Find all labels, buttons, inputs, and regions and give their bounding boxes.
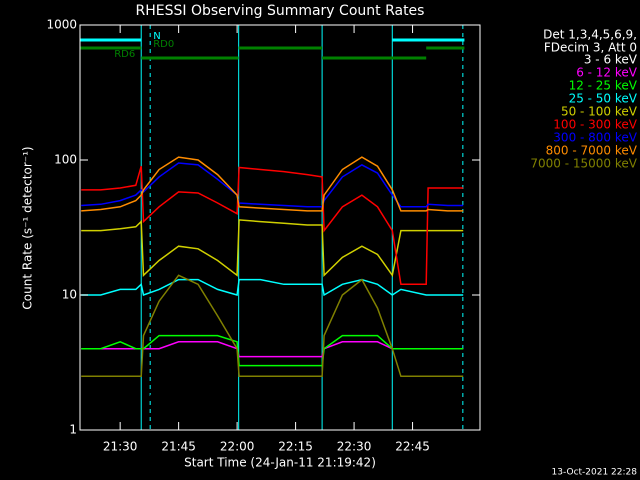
legend-header: FDecim 3, Att 0 — [544, 41, 637, 55]
flag-label: RD6 — [114, 49, 135, 60]
legend-label: 100 - 300 keV — [553, 118, 637, 132]
flag-label: N — [153, 31, 160, 42]
x-tick-label: 21:45 — [161, 440, 196, 454]
legend-label: 25 - 50 keV — [569, 92, 638, 106]
x-tick-label: 22:00 — [220, 440, 255, 454]
x-tick-label: 22:45 — [395, 440, 430, 454]
series-line — [81, 156, 464, 212]
series-line — [81, 274, 464, 378]
legend-label: 6 - 12 keV — [576, 66, 638, 80]
chart-title: RHESSI Observing Summary Count Rates — [136, 3, 425, 19]
legend-label: 50 - 100 keV — [561, 105, 638, 119]
y-tick-label: 1000 — [46, 18, 77, 32]
series-line — [81, 162, 464, 208]
footer: 13-Oct-2021 22:28 — [552, 468, 638, 478]
x-axis-label: Start Time (24-Jan-11 21:19:42) — [184, 456, 376, 470]
x-tick-label: 22:15 — [278, 440, 313, 454]
x-tick-label: 21:30 — [103, 440, 138, 454]
y-tick-label: 100 — [54, 153, 77, 167]
series-line — [81, 278, 464, 297]
plot-frame — [79, 24, 481, 431]
legend-header: Det 1,3,4,5,6,9, — [543, 28, 637, 42]
series-line — [81, 334, 464, 367]
legend-label: 800 - 7000 keV — [546, 144, 638, 158]
legend-label: 300 - 800 keV — [553, 131, 637, 145]
flag-label: RD0 — [153, 39, 174, 50]
legend-label: 7000 - 15000 keV — [530, 157, 637, 171]
series-line — [142, 364, 379, 407]
y-tick-label: 1 — [69, 423, 77, 437]
series-line — [81, 219, 464, 278]
x-tick-label: 22:30 — [337, 440, 372, 454]
y-axis-label: Count Rate (s⁻¹ detector⁻¹) — [21, 146, 35, 309]
y-tick-label: 10 — [62, 288, 77, 302]
legend-label: 3 - 6 keV — [584, 53, 638, 67]
series-line — [81, 165, 464, 286]
legend-label: 12 - 25 keV — [569, 79, 638, 93]
